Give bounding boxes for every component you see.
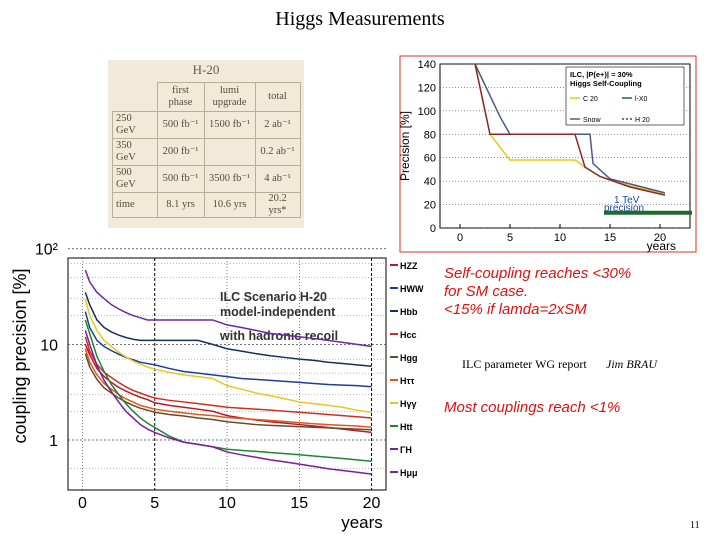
y-tick-label: 40: [424, 176, 436, 188]
legend-label: C 20: [583, 96, 598, 103]
chart-title: ILC, |P(e+)| = 30%: [570, 70, 633, 79]
series-line-gammaH: [84, 330, 372, 475]
table-cell: 0.2 ab⁻¹: [254, 138, 301, 166]
series-line-hcc: [84, 336, 372, 419]
series-line-h20: [474, 63, 666, 196]
x-tick-label: 15: [290, 495, 308, 512]
table-cell: 2 ab⁻¹: [254, 111, 301, 139]
legend-label: Hgg: [400, 353, 418, 363]
table-cell: 1500 fb⁻¹: [203, 111, 256, 139]
x-tick-label: 5: [507, 232, 513, 244]
legend-label: l-X0: [635, 96, 648, 103]
tev-precision-label: precision: [604, 203, 644, 214]
series-line-hzz: [84, 344, 372, 434]
legend-label: Hμμ: [400, 468, 418, 478]
note-line: Self-coupling reaches <30%: [444, 265, 632, 282]
self-coupling-note: Self-coupling reaches <30% for SM case. …: [444, 265, 631, 319]
legend-label: HWW: [400, 284, 424, 294]
series-line-htautau: [84, 348, 372, 428]
x-tick-label: 5: [150, 495, 159, 512]
y-tick-label: 1: [49, 433, 58, 450]
legend-box: [565, 66, 685, 126]
x-tick-label: 10: [218, 495, 236, 512]
y-tick-label: 120: [418, 82, 436, 94]
x-axis-label: years: [647, 239, 676, 253]
x-tick-label: 0: [457, 232, 463, 244]
legend-label: H 20: [635, 117, 650, 124]
y-tick-label: 10²: [35, 242, 59, 259]
y-axis-label: coupling precision [%]: [10, 268, 30, 443]
slide-title: Higgs Measurements: [275, 8, 445, 30]
x-tick-label: 20: [654, 232, 666, 244]
page-number: 11: [690, 520, 700, 531]
chart-title-line: model-independent: [220, 305, 336, 319]
y-tick-label: 80: [424, 129, 436, 141]
table-cell: 8.1 yrs: [156, 192, 205, 218]
legend-label: Hcc: [400, 330, 417, 340]
table-row: 350 GeV 200 fb⁻¹ 0.2 ab⁻¹: [112, 138, 301, 166]
h20-table: first phase lumi upgrade total 250 GeV 5…: [112, 82, 301, 218]
chart-frame: [399, 55, 697, 253]
y-tick-label: 0: [430, 223, 436, 235]
chart-subtitle: Higgs Self-Coupling: [570, 79, 642, 88]
y-tick-label: 10: [40, 337, 58, 354]
x-tick-label: 20: [363, 495, 381, 512]
series-line-snow: [474, 63, 666, 194]
note-line: for SM case.: [444, 283, 529, 300]
table-header-cell: total: [254, 82, 301, 112]
table-header-cell: first phase: [156, 82, 205, 112]
y-axis-label: Precision [%]: [398, 111, 412, 181]
x-tick-label: 0: [78, 495, 87, 512]
h20-table-title: H-20: [192, 62, 220, 77]
series-line-hgamgam: [84, 298, 372, 414]
legend-label: Hττ: [400, 376, 415, 386]
legend-label: HZZ: [400, 261, 418, 271]
legend-label: ΓH: [400, 445, 412, 455]
y-tick-label: 20: [424, 200, 436, 212]
tev-label: 1 TeV: [614, 195, 640, 206]
x-axis-label: years: [341, 513, 383, 532]
note-line: <15% if lamda=2xSM: [444, 301, 587, 318]
series-line-hmumu: [84, 269, 372, 348]
table-cell: 10.6 yrs: [203, 192, 256, 218]
legend-label: Htt: [400, 422, 413, 432]
series-line-hbb: [84, 292, 372, 368]
y-tick-label: 140: [418, 59, 436, 71]
table-row: time 8.1 yrs 10.6 yrs 20.2 yrs*: [112, 192, 301, 218]
y-tick-label: 60: [424, 153, 436, 165]
table-header-cell: [112, 82, 158, 112]
report-label: ILC parameter WG report: [462, 357, 587, 371]
x-tick-label: 10: [554, 232, 566, 244]
table-cell: 20.2 yrs*: [254, 192, 301, 218]
table-header-row: first phase lumi upgrade total: [112, 82, 301, 112]
y-tick-label: 100: [418, 106, 436, 118]
x-tick-label: 15: [604, 232, 616, 244]
table-header-cell: lumi upgrade: [203, 82, 256, 112]
legend-label: Hbb: [400, 307, 418, 317]
table-cell: 250 GeV: [112, 111, 158, 139]
table-row: 500 GeV 500 fb⁻¹ 3500 fb⁻¹ 4 ab⁻¹: [112, 165, 301, 193]
table-cell: 4 ab⁻¹: [254, 165, 301, 193]
legend-label: Snow: [583, 117, 601, 124]
author-label: Jim BRAU: [606, 357, 657, 371]
chart-title-line: ILC Scenario H-20: [220, 290, 327, 304]
chart-title-line: with hadronic recoil: [219, 329, 338, 343]
legend-label: Hγγ: [400, 399, 417, 409]
couplings-note: Most couplings reach <1%: [444, 399, 621, 416]
series-line-hww: [84, 311, 372, 388]
table-cell: 350 GeV: [112, 138, 158, 166]
table-cell: time: [112, 192, 158, 218]
